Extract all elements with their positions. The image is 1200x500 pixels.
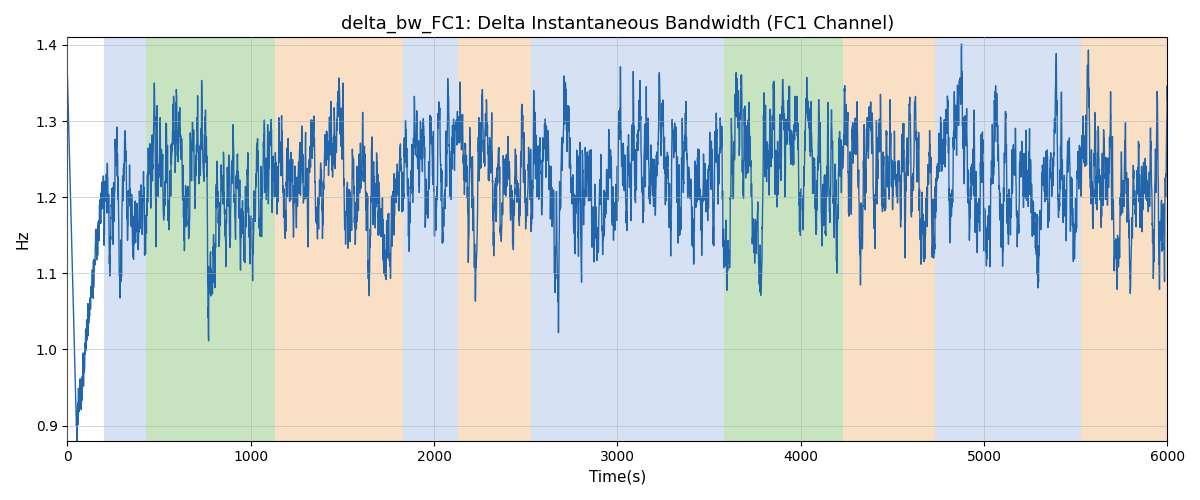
Bar	[696, 38, 724, 440]
Bar	[403, 38, 458, 440]
Bar	[842, 38, 935, 440]
Bar	[1081, 38, 1168, 440]
Bar	[146, 38, 275, 440]
Bar	[104, 38, 146, 440]
Bar	[935, 38, 1081, 440]
Y-axis label: Hz: Hz	[16, 230, 30, 249]
Bar	[275, 38, 403, 440]
Bar	[458, 38, 532, 440]
X-axis label: Time(s): Time(s)	[589, 470, 646, 485]
Title: delta_bw_FC1: Delta Instantaneous Bandwidth (FC1 Channel): delta_bw_FC1: Delta Instantaneous Bandwi…	[341, 15, 894, 34]
Bar	[724, 38, 842, 440]
Bar	[532, 38, 696, 440]
